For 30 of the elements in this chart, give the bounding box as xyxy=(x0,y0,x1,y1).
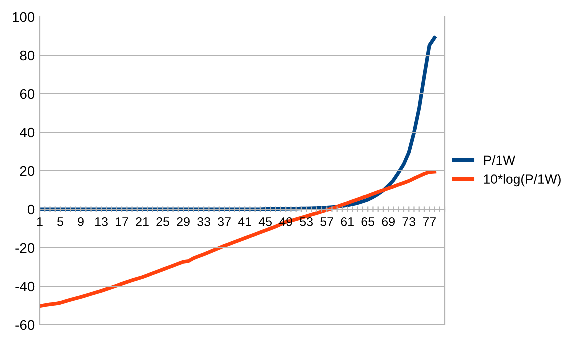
y-tick-label: 60 xyxy=(20,89,35,100)
y-tick-label: 100 xyxy=(13,12,35,22)
x-tick-label: 61 xyxy=(341,217,354,226)
x-tick-label: 37 xyxy=(218,217,231,226)
x-tick-label: 9 xyxy=(78,217,84,226)
y-tick-label: -60 xyxy=(16,320,35,330)
y-tick-label: 20 xyxy=(20,166,35,176)
x-tick-label: 57 xyxy=(320,218,334,226)
x-tick-label: 53 xyxy=(300,217,313,226)
x-tick-label: 25 xyxy=(156,217,170,226)
x-tick-label: 73 xyxy=(402,217,416,226)
x-tick-label: 69 xyxy=(382,217,395,226)
legend-label: P/1W xyxy=(484,155,516,166)
x-tick-label: 77 xyxy=(423,218,436,226)
y-tick-label: -40 xyxy=(16,282,35,292)
x-tick-label: 17 xyxy=(116,218,128,226)
x-tick-label: 21 xyxy=(136,217,149,226)
x-tick-label: 33 xyxy=(198,217,210,226)
y-tick-label: 0 xyxy=(28,204,35,215)
x-tick-label: 5 xyxy=(58,218,64,226)
x-tick-label: 41 xyxy=(238,218,252,226)
x-tick-label: 65 xyxy=(362,217,375,226)
y-tick-label: 40 xyxy=(20,128,35,138)
legend-label: 10*log(P/1W) xyxy=(484,174,561,187)
x-tick-label: 1 xyxy=(37,218,43,226)
x-tick-label: 29 xyxy=(177,217,190,226)
y-tick-label: 80 xyxy=(20,50,35,61)
x-tick-label: 45 xyxy=(258,218,272,226)
y-tick-label: -20 xyxy=(16,243,35,254)
x-tick-label: 13 xyxy=(96,217,108,226)
